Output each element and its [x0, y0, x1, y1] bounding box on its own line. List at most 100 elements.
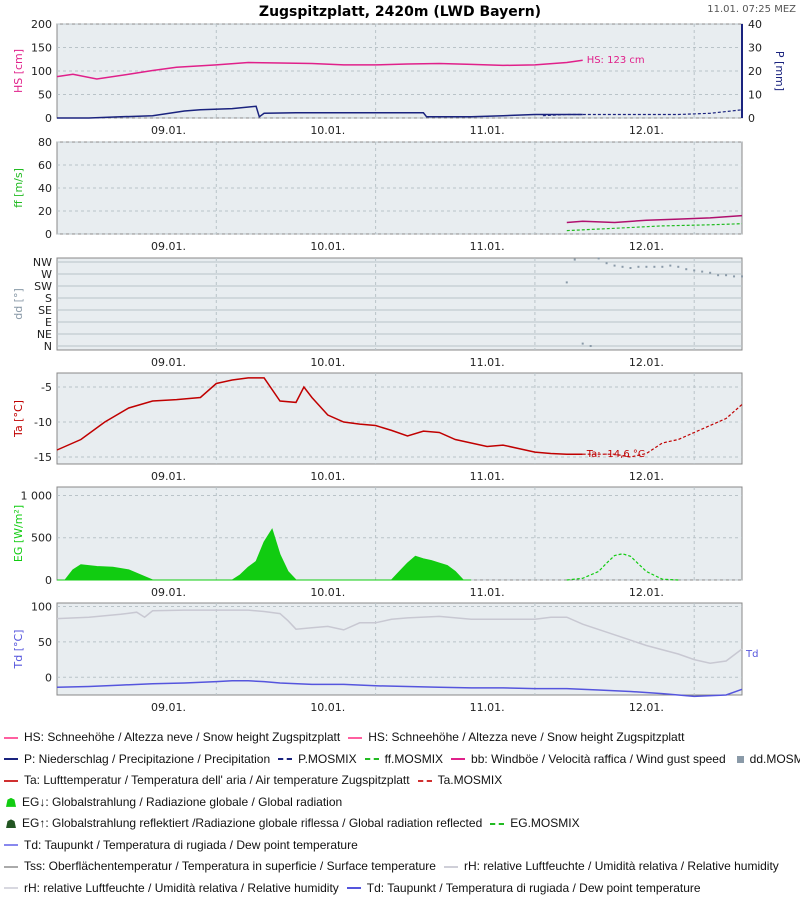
legend-row: EG↑: Globalstrahlung reflektiert /Radiaz… — [4, 812, 588, 834]
y-tick-label: 80 — [38, 136, 52, 149]
y-tick-label: 50 — [38, 89, 52, 102]
legend-swatch — [736, 755, 744, 763]
y-axis-label: EG [W/m²] — [12, 505, 25, 562]
legend-item: Tss: Oberflächentemperatur / Temperatura… — [4, 855, 436, 877]
y-tick-label: 50 — [38, 636, 52, 649]
x-tick-label: 11.01. — [470, 240, 505, 253]
y-tick-label: SW — [34, 280, 52, 293]
scatter-point — [693, 269, 696, 272]
y-tick-label: E — [45, 316, 52, 329]
y-tick-label: 200 — [31, 18, 52, 31]
series-line-P.MOSMIX — [542, 109, 743, 117]
legend-label: bb: Windböe / Velocità raffica / Wind gu… — [471, 751, 726, 766]
scatter-point — [589, 345, 592, 347]
legend-label: Td: Taupunkt / Temperatura di rugiada / … — [366, 880, 701, 895]
series-line-Ta — [56, 377, 583, 455]
x-tick-label: 10.01. — [310, 586, 345, 599]
series-line-ff.MOSMIX — [566, 223, 743, 232]
x-tick-label: 11.01. — [470, 356, 505, 369]
y-axis-label: Td [°C] — [12, 630, 25, 670]
x-tick-label: 12.01. — [629, 124, 664, 137]
legend-swatch — [278, 758, 293, 761]
plot-area — [56, 486, 743, 581]
x-tick-label: 09.01. — [151, 124, 186, 137]
scatter-point — [669, 264, 672, 267]
legend-label: Ta: Lufttemperatur / Temperatura dell' a… — [24, 773, 410, 787]
series-line-Ta.MOSMIX — [582, 404, 743, 458]
legend-item: EG↓: Globalstrahlung / Radiazione global… — [4, 791, 342, 813]
scatter-point — [637, 265, 640, 268]
series-line-Td — [56, 680, 743, 698]
legend-swatch — [4, 865, 18, 868]
y-tick-label: 100 — [31, 65, 52, 78]
legend-row: Ta: Lufttemperatur / Temperatura dell' a… — [4, 769, 510, 791]
legend-item: EG↑: Globalstrahlung reflektiert /Radiaz… — [4, 812, 482, 834]
legend-swatch — [6, 797, 16, 807]
x-tick-label: 09.01. — [151, 240, 186, 253]
legend-label: Td: Taupunkt / Temperatura di rugiada / … — [24, 837, 358, 852]
legend-item: ff.MOSMIX — [364, 748, 443, 770]
y-tick-label: N — [44, 340, 52, 353]
legend-swatch — [6, 819, 16, 829]
y-tick-label: 40 — [38, 182, 52, 195]
legend-label: Ta.MOSMIX — [437, 773, 503, 787]
legend-row: EG↓: Globalstrahlung / Radiazione global… — [4, 791, 350, 813]
scatter-point — [685, 268, 688, 271]
y-right-tick-label: 30 — [748, 42, 762, 55]
legend: HS: Schneehöhe / Altezza neve / Snow hei… — [0, 726, 800, 898]
legend-row: HS: Schneehöhe / Altezza neve / Snow hei… — [4, 726, 692, 748]
legend-row: rH: relative Luftfeuchte / Umidità relat… — [4, 877, 709, 899]
series-line-rH — [56, 609, 743, 664]
legend-item: P: Niederschlag / Precipitazione / Preci… — [4, 748, 270, 770]
y-tick-label: -10 — [34, 416, 52, 429]
legend-row: P: Niederschlag / Precipitazione / Preci… — [4, 748, 800, 770]
y-tick-label: 100 — [31, 601, 52, 614]
y-axis-label: HS [cm] — [12, 49, 25, 93]
legend-swatch — [4, 758, 18, 761]
x-tick-label: 10.01. — [310, 124, 345, 137]
x-tick-label: 10.01. — [310, 356, 345, 369]
legend-swatch — [443, 865, 458, 868]
legend-label: rH: relative Luftfeuchte / Umidità relat… — [463, 859, 779, 873]
legend-item: dd.MOSMIX — [734, 748, 800, 770]
y-right-axis-label: P [mm] — [773, 51, 786, 91]
legend-swatch — [348, 736, 363, 739]
x-tick-label: 10.01. — [310, 701, 345, 714]
y-right-tick-label: 20 — [748, 65, 762, 78]
chart-canvas: Zugspitzplatt, 2420m (LWD Bayern) 11.01.… — [12, 4, 796, 714]
y-axis-label: dd [°] — [12, 288, 25, 320]
legend-label: HS: Schneehöhe / Altezza neve / Snow hei… — [24, 730, 341, 744]
legend-item: bb: Windböe / Velocità raffica / Wind gu… — [451, 748, 726, 770]
y-tick-label: 0 — [45, 671, 52, 684]
y-tick-label: 0 — [45, 112, 52, 125]
scatter-point — [717, 274, 720, 277]
scatter-point — [621, 265, 624, 268]
plot-area — [56, 372, 743, 465]
x-tick-label: 09.01. — [151, 356, 186, 369]
y-tick-label: 0 — [45, 228, 52, 241]
legend-row: Tss: Oberflächentemperatur / Temperatura… — [4, 855, 787, 877]
x-tick-label: 10.01. — [310, 240, 345, 253]
y-tick-label: 1 000 — [21, 489, 53, 502]
legend-label: EG.MOSMIX — [510, 816, 580, 830]
scatter-point — [629, 267, 632, 269]
legend-label: EG↓: Globalstrahlung / Radiazione global… — [22, 794, 343, 809]
y-tick-label: -5 — [41, 381, 52, 394]
legend-label: P: Niederschlag / Precipitazione / Preci… — [24, 751, 271, 766]
y-tick-label: S — [45, 292, 52, 305]
y-right-tick-label: 10 — [748, 89, 762, 102]
series-line-HS — [56, 59, 583, 80]
legend-item: rH: relative Luftfeuchte / Umidità relat… — [4, 877, 339, 899]
legend-item: rH: relative Luftfeuchte / Umidità relat… — [443, 855, 779, 877]
scatter-point — [661, 265, 664, 268]
series-line-bb — [566, 214, 743, 224]
x-tick-label: 12.01. — [629, 701, 664, 714]
legend-label: P.MOSMIX — [298, 751, 357, 766]
legend-swatch — [417, 779, 432, 782]
legend-item: Ta: Lufttemperatur / Temperatura dell' a… — [4, 769, 410, 791]
legend-label: rH: relative Luftfeuchte / Umidità relat… — [24, 880, 339, 895]
y-axis-label: ff [m/s] — [12, 168, 25, 208]
panel-dewpoint_rh: 0 50 100 09.01. 10.01. 11.01. 12.01. Td [°C] Td — [12, 601, 758, 714]
y-tick-label: SE — [38, 304, 52, 317]
